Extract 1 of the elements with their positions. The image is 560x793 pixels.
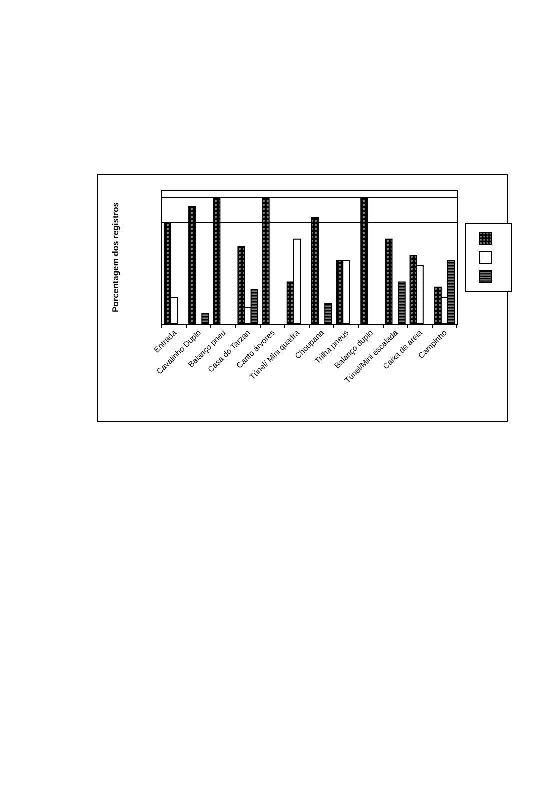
y-axis-title: Porcentagem dos registros	[110, 202, 121, 313]
